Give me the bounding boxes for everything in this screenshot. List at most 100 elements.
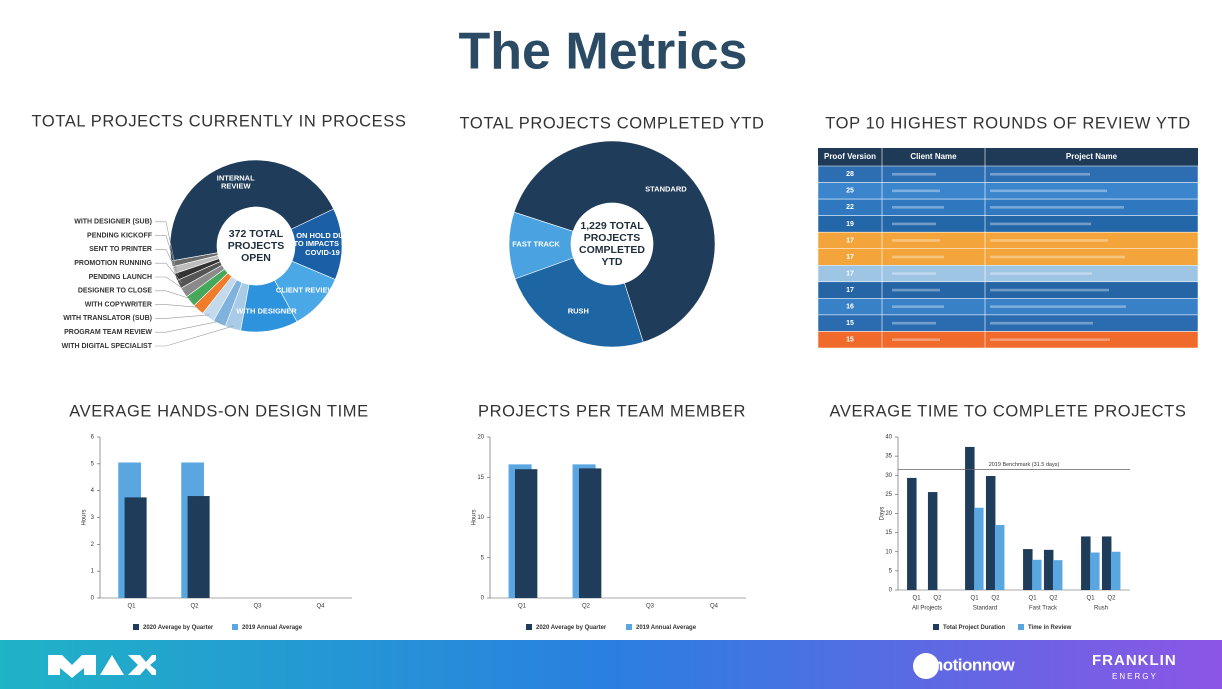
- bar: [994, 524, 1005, 590]
- x-tick-label: Q2: [1107, 596, 1116, 602]
- leader-line: [155, 235, 177, 270]
- page-title: The Metrics: [459, 23, 748, 81]
- blurred-text: [892, 239, 940, 242]
- bar: [187, 496, 210, 598]
- y-tick-label: 15: [885, 530, 892, 536]
- y-tick-label: 20: [885, 511, 892, 517]
- group-label: Standard: [973, 606, 997, 612]
- leader-line: [155, 276, 187, 292]
- leader-line: [155, 314, 210, 319]
- leader-line: [155, 320, 221, 333]
- legend-label: Time in Review: [1028, 625, 1072, 631]
- y-tick-label: 25: [885, 492, 892, 498]
- slice-label: INTERNAL REVIEW: [216, 173, 255, 191]
- leader-line: [155, 290, 193, 300]
- x-tick-label: Q1: [1087, 596, 1096, 602]
- y-tick-label: 5: [91, 461, 95, 467]
- blurred-text: [990, 189, 1107, 193]
- x-tick-label: Q2: [190, 604, 199, 610]
- legend-swatch: [526, 624, 532, 630]
- column-header: Client Name: [910, 152, 957, 161]
- y-tick-label: 6: [91, 435, 95, 441]
- x-tick-label: Q1: [518, 604, 527, 610]
- y-tick-label: 0: [889, 588, 893, 594]
- blurred-text: [990, 239, 1108, 242]
- slice-label: WITH COPYWRITER: [85, 301, 152, 308]
- y-axis-label: Hours: [472, 509, 478, 525]
- chart-title: PROJECTS PER TEAM MEMBER: [478, 402, 746, 420]
- slice-label: PENDING KICKOFF: [87, 232, 153, 239]
- pie-slice: [170, 252, 219, 267]
- leader-line: [155, 262, 182, 284]
- y-tick-label: 5: [889, 568, 893, 574]
- legend-label: 2020 Average by Quarter: [143, 625, 214, 631]
- legend-swatch: [1018, 624, 1024, 630]
- proof-version: 28: [846, 171, 854, 178]
- x-tick-label: Q2: [1049, 596, 1058, 602]
- bar: [1032, 559, 1042, 590]
- leader-line: [155, 325, 234, 347]
- x-tick-label: Q2: [582, 604, 591, 610]
- slice-label: RUSH: [567, 306, 589, 316]
- chart-title: TOTAL PROJECTS CURRENTLY IN PROCESS: [32, 112, 407, 130]
- legend-swatch: [232, 624, 238, 630]
- group-label: Rush: [1094, 606, 1108, 612]
- table-title: TOP 10 HIGHEST ROUNDS OF REVIEW YTD: [825, 114, 1190, 132]
- y-tick-label: 5: [481, 555, 485, 561]
- footer-bar: [0, 640, 1222, 689]
- slice-label: PENDING LAUNCH: [89, 274, 152, 281]
- y-tick-label: 35: [885, 454, 892, 460]
- center-label: 372 TOTAL PROJECTS OPEN: [227, 227, 285, 265]
- bar: [965, 446, 975, 590]
- x-tick-label: Q4: [710, 604, 719, 610]
- proof-version: 17: [846, 254, 854, 261]
- legend-swatch: [933, 624, 939, 630]
- slice-label: SENT TO PRINTER: [89, 246, 152, 253]
- blurred-text: [892, 255, 944, 259]
- slice-label: FAST TRACK: [512, 239, 560, 249]
- proof-version: 15: [846, 320, 854, 327]
- bar: [1110, 551, 1121, 590]
- franklin-logo: FRANKLIN: [1092, 652, 1177, 669]
- max-logo: [48, 655, 156, 678]
- blurred-text: [892, 288, 940, 292]
- inmotionnow-mark: [913, 653, 939, 679]
- legend-label: 2019 Annual Average: [636, 625, 697, 631]
- blurred-text: [892, 189, 940, 193]
- slice-label: PROGRAM TEAM REVIEW: [64, 329, 152, 336]
- slice-label: WITH DIGITAL SPECIALIST: [62, 343, 153, 350]
- column-header: Project Name: [1066, 152, 1118, 161]
- y-axis-label: Hours: [82, 509, 88, 525]
- leader-line: [155, 304, 201, 308]
- x-tick-label: Q1: [971, 596, 980, 602]
- slice-label: CLIENT REVIEW: [275, 285, 335, 295]
- legend-label: 2020 Average by Quarter: [536, 625, 607, 631]
- blurred-text: [990, 338, 1110, 342]
- y-tick-label: 1: [91, 569, 95, 575]
- column-header: Proof Version: [824, 152, 876, 161]
- x-tick-label: Q1: [127, 604, 136, 610]
- bar: [124, 497, 147, 598]
- chart-title: AVERAGE TIME TO COMPLETE PROJECTS: [830, 402, 1187, 420]
- slice-label: DESIGNER TO CLOSE: [78, 288, 152, 295]
- bar: [1023, 549, 1033, 590]
- y-tick-label: 4: [91, 488, 95, 494]
- legend-swatch: [626, 624, 632, 630]
- x-tick-label: Q3: [646, 604, 655, 610]
- bar: [1081, 536, 1091, 590]
- x-tick-label: Q1: [1029, 596, 1038, 602]
- chart-title: AVERAGE HANDS-ON DESIGN TIME: [69, 402, 368, 420]
- y-tick-label: 40: [885, 435, 892, 441]
- blurred-text: [990, 321, 1093, 325]
- blurred-text: [990, 305, 1126, 308]
- slice-label: WITH TRANSLATOR (SUB): [63, 315, 152, 322]
- group-label: All Projects: [912, 606, 942, 612]
- legend-label: Total Project Duration: [943, 625, 1006, 631]
- proof-version: 17: [846, 270, 854, 277]
- bar: [907, 477, 917, 590]
- bar: [1052, 560, 1063, 590]
- table-row: [817, 331, 1199, 349]
- bar: [1101, 536, 1112, 590]
- proof-version: 19: [846, 221, 854, 228]
